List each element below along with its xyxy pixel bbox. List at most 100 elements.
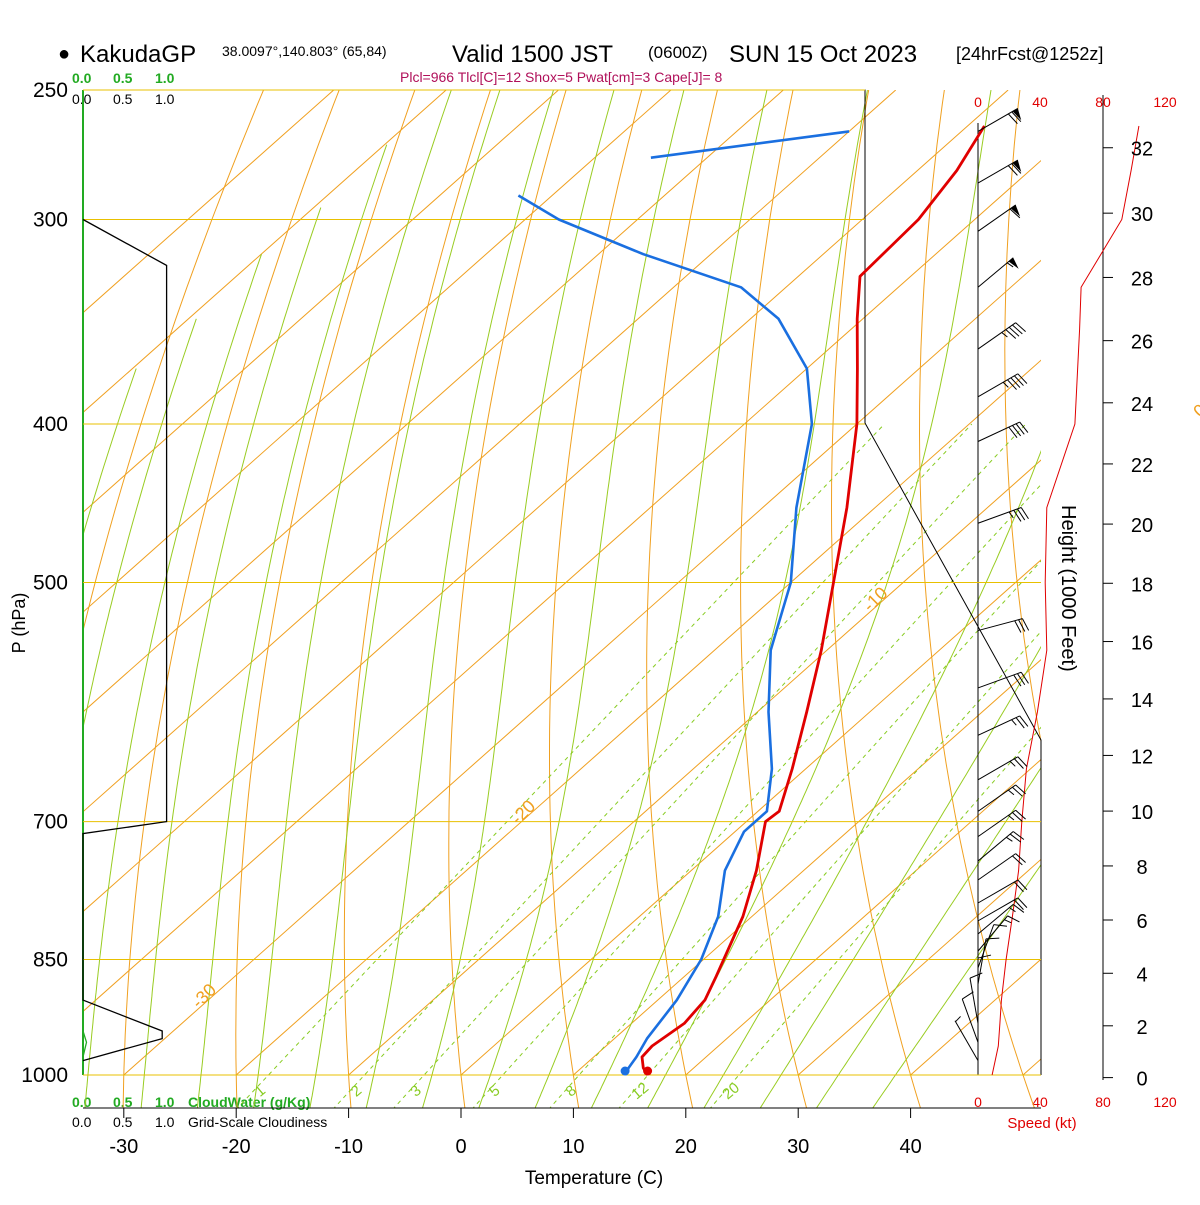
height-tick-24: 24 bbox=[1131, 394, 1153, 416]
height-tick-10: 10 bbox=[1131, 802, 1153, 824]
moist-adiabat--30 bbox=[84, 254, 262, 1108]
temp-tick--20: -20 bbox=[222, 1136, 251, 1158]
height-tick-0: 0 bbox=[1136, 1069, 1147, 1091]
temp-tick-0: 0 bbox=[455, 1136, 466, 1158]
height-tick-32: 32 bbox=[1131, 139, 1153, 161]
isotherm--90 bbox=[83, 90, 559, 513]
chart-marks: 10008507005004003002500102030100-10-20-3… bbox=[21, 79, 1200, 1158]
height-tick-26: 26 bbox=[1131, 332, 1153, 354]
height-tick-12: 12 bbox=[1131, 746, 1153, 768]
dry-adiabat--20 bbox=[235, 90, 416, 1108]
utc-time: (0600Z) bbox=[648, 43, 708, 62]
isotherm-label-7: -20 bbox=[507, 796, 540, 829]
temperature-line bbox=[640, 125, 986, 1076]
mixing-ratio-label-6: 20 bbox=[719, 1079, 743, 1103]
moist-adiabat--35 bbox=[83, 318, 197, 731]
moist-adiabat--25 bbox=[140, 207, 322, 1108]
pressure-tick-700: 700 bbox=[33, 811, 68, 834]
isotherm-label-5: 0 bbox=[1189, 400, 1200, 421]
isotherm-30 bbox=[797, 858, 1041, 1076]
speed-tick-bottom-3: 120 bbox=[1153, 1094, 1177, 1110]
wind-barb bbox=[977, 809, 1026, 838]
dry-adiabat-50 bbox=[918, 90, 1035, 1108]
forecast-date: SUN 15 Oct 2023 bbox=[729, 41, 917, 68]
dry-adiabat--30 bbox=[122, 90, 340, 1108]
wind-barb bbox=[977, 715, 1029, 736]
moist-adiabat--15 bbox=[253, 90, 452, 1108]
dry-adiabat-80 bbox=[1168, 61, 1200, 1110]
dewpoint-upper-line bbox=[650, 130, 850, 159]
wind-barb bbox=[977, 904, 1025, 935]
mixing-ratio-line-5 bbox=[472, 483, 1041, 1108]
wind-barb bbox=[977, 897, 1028, 922]
wind-barb bbox=[977, 618, 1030, 633]
pressure-tick-850: 850 bbox=[33, 949, 68, 972]
speed-tick-top-3: 120 bbox=[1153, 94, 1177, 110]
dry-adiabat-20 bbox=[646, 90, 718, 1108]
cloudwater-tick-top-2: 1.0 bbox=[155, 70, 175, 86]
speed-tick-bottom-1: 40 bbox=[1032, 1094, 1048, 1110]
pressure-tick-300: 300 bbox=[33, 209, 68, 232]
wind-barb bbox=[977, 373, 1028, 398]
height-tick-6: 6 bbox=[1136, 911, 1147, 933]
y-axis-label: P (hPa) bbox=[9, 593, 29, 654]
height-tick-20: 20 bbox=[1131, 515, 1153, 537]
temp-tick--30: -30 bbox=[109, 1136, 138, 1158]
wind-barb bbox=[977, 784, 1026, 812]
mixing-ratio-line-8 bbox=[549, 560, 1041, 1108]
station-name: KakudaGP bbox=[80, 41, 196, 68]
mixing-ratio-label-5: 12 bbox=[628, 1079, 652, 1103]
wind-barb bbox=[977, 831, 1025, 862]
temp-tick--10: -10 bbox=[334, 1136, 363, 1158]
wind-barb bbox=[977, 204, 1021, 232]
mixing-ratio-label-2: 3 bbox=[407, 1082, 424, 1100]
mixing-ratio-line-1 bbox=[236, 423, 885, 1108]
wind-barb bbox=[977, 421, 1029, 442]
station-coords: 38.0097°,140.803° (65,84) bbox=[222, 43, 387, 59]
wind-barb bbox=[977, 853, 1026, 881]
dry-adiabat-10 bbox=[549, 90, 643, 1108]
height-tick-16: 16 bbox=[1131, 633, 1153, 655]
mixing-ratio-line-12 bbox=[618, 630, 1041, 1108]
cloudwater-tick-bottom-2: 1.0 bbox=[155, 1094, 175, 1110]
cloudwater-label: CloudWater (g/Kg) bbox=[188, 1094, 310, 1110]
wind-barb bbox=[977, 107, 1022, 132]
moist-adiabat-35 bbox=[815, 766, 1041, 1108]
dry-adiabat-60 bbox=[1004, 90, 1041, 745]
stability-indices: Plcl=966 Tlcl[C]=12 Shox=5 Pwat[cm]=3 Ca… bbox=[400, 69, 723, 85]
isotherm-50 bbox=[1022, 1058, 1041, 1076]
speed-tick-top-1: 40 bbox=[1032, 94, 1048, 110]
isotherm--110 bbox=[83, 90, 335, 314]
height-tick-8: 8 bbox=[1136, 857, 1147, 879]
height-tick-2: 2 bbox=[1136, 1017, 1147, 1039]
dewpoint-surface-point bbox=[620, 1066, 630, 1076]
wind-barb bbox=[977, 257, 1019, 288]
temperature-surface-point bbox=[643, 1066, 653, 1076]
temp-tick-40: 40 bbox=[899, 1136, 921, 1158]
mixing-ratio-line-3 bbox=[393, 423, 1027, 1108]
temp-tick-30: 30 bbox=[787, 1136, 809, 1158]
isotherm-label-8: -30 bbox=[188, 980, 221, 1013]
wind-barb bbox=[961, 991, 979, 1043]
moist-adiabat--40 bbox=[83, 368, 137, 537]
wind-barb bbox=[977, 924, 1008, 969]
moist-adiabat-40 bbox=[872, 863, 1041, 1108]
background-grid bbox=[82, 61, 1200, 1110]
height-tick-28: 28 bbox=[1131, 268, 1153, 290]
temp-tick-10: 10 bbox=[562, 1136, 584, 1158]
moist-adiabat-15 bbox=[590, 90, 868, 1108]
pressure-tick-500: 500 bbox=[33, 572, 68, 595]
speed-tick-bottom-0: 0 bbox=[974, 1094, 982, 1110]
station-dot: ● bbox=[58, 43, 70, 65]
valid-time: Valid 1500 JST bbox=[452, 41, 613, 68]
height-axis-label: Height (1000 Feet) bbox=[1057, 505, 1079, 672]
wind-barb bbox=[977, 756, 1028, 781]
isotherm-label-6: -10 bbox=[859, 583, 892, 616]
mixing-ratio-line-2 bbox=[333, 423, 973, 1108]
cloudwater-tick-top-1: 0.5 bbox=[113, 70, 133, 86]
wind-barb bbox=[977, 322, 1026, 350]
height-tick-14: 14 bbox=[1131, 690, 1153, 712]
speed-label: Speed (kt) bbox=[1007, 1115, 1076, 1132]
wind-speed-line bbox=[991, 125, 1140, 1076]
